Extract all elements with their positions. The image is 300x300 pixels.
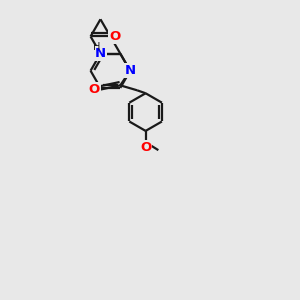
- Text: H: H: [92, 41, 100, 52]
- Text: O: O: [140, 141, 151, 154]
- Text: O: O: [109, 30, 120, 43]
- Text: O: O: [88, 83, 100, 96]
- Text: N: N: [124, 64, 136, 77]
- Text: N: N: [95, 47, 106, 60]
